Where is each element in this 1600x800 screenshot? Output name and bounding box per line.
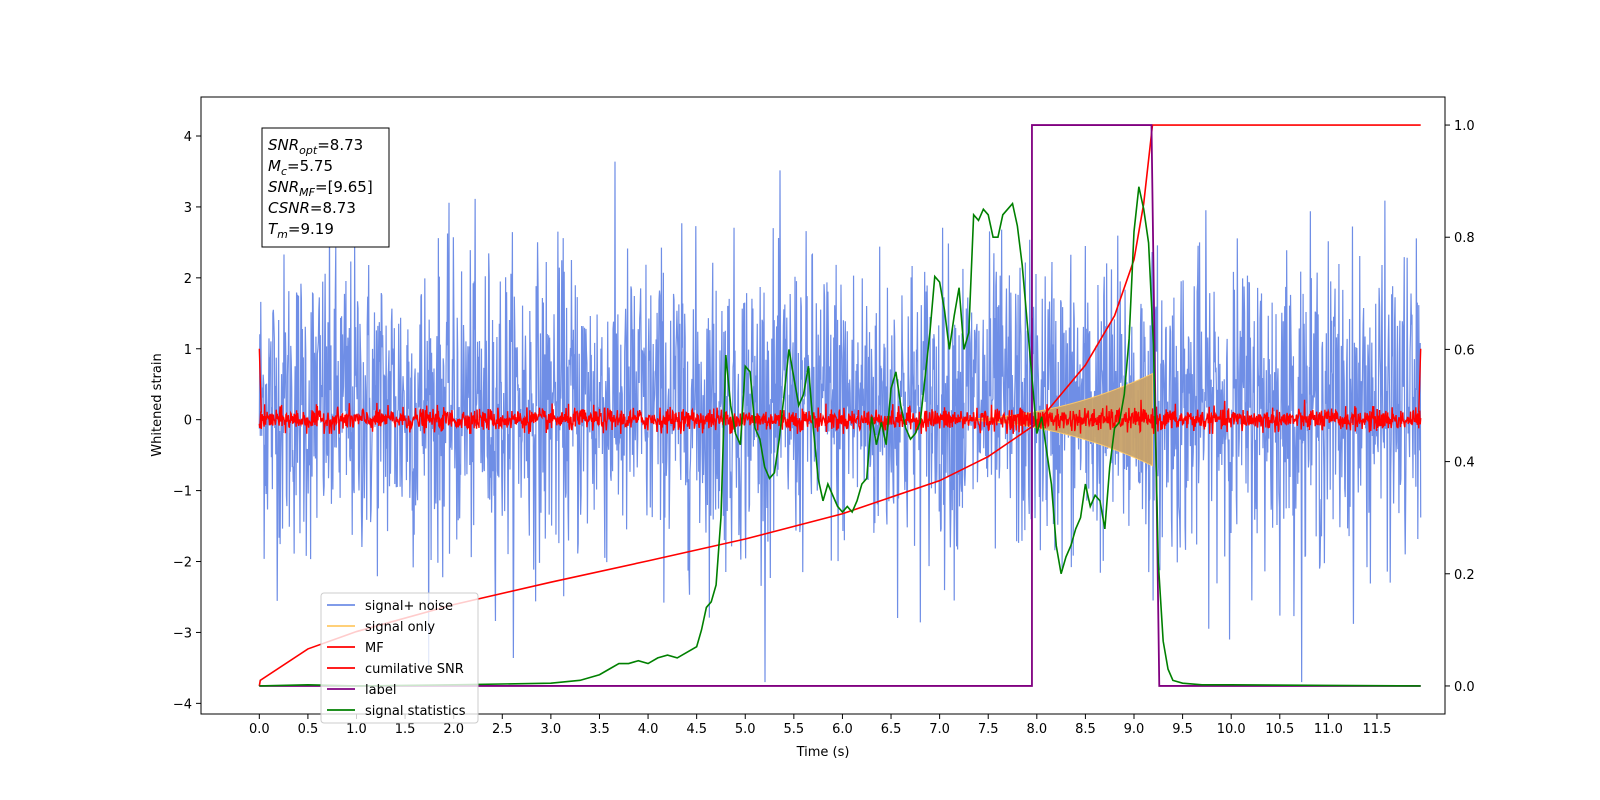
- x-axis-label: Time (s): [796, 745, 850, 760]
- legend-entry-label: signal statistics: [365, 704, 466, 719]
- x-tick-label: 7.0: [929, 722, 950, 737]
- y-tick-label: 0: [184, 414, 192, 429]
- y2-tick-label: 0.2: [1454, 568, 1475, 583]
- annotation-line: Mc=5.75: [268, 157, 333, 178]
- y2-tick-label: 1.0: [1454, 119, 1475, 134]
- y-tick-label: 1: [184, 343, 192, 358]
- x-tick-label: 5.0: [735, 722, 756, 737]
- y2-tick-label: 0.6: [1454, 343, 1475, 358]
- legend-entry-label: MF: [365, 641, 384, 656]
- y2-tick-label: 0.0: [1454, 680, 1475, 695]
- x-tick-label: 1.5: [395, 722, 416, 737]
- y-tick-label: 2: [184, 272, 192, 287]
- x-tick-label: 8.0: [1026, 722, 1047, 737]
- x-tick-label: 2.0: [443, 722, 464, 737]
- y-tick-label: −3: [173, 626, 192, 641]
- x-tick-label: 2.5: [492, 722, 513, 737]
- y2-tick-label: 0.8: [1454, 231, 1475, 246]
- series-label: [259, 124, 1421, 687]
- x-tick-label: 10.5: [1265, 722, 1294, 737]
- x-tick-label: 4.5: [686, 722, 707, 737]
- legend: signal+ noise signal only MF cumilative SNR…: [320, 592, 479, 724]
- y2-tick-label: 0.4: [1454, 456, 1475, 471]
- annotation-line: Tm=9.19: [268, 220, 334, 241]
- x-axis: 0.0 0.5 1.0 1.5 2.0 2.5 3.0 3.5 4.0 4.5 5.0 5.5 6.0 6…: [249, 714, 1391, 737]
- x-tick-label: 6.0: [832, 722, 853, 737]
- y-axis-label: Whitened strain: [150, 353, 165, 456]
- series-mf: [258, 399, 1422, 434]
- series-mf-end-edge: [1418, 348, 1422, 413]
- y-tick-label: −4: [173, 697, 192, 712]
- annotation-box-frame: [261, 127, 390, 248]
- x-tick-label: 11.5: [1362, 722, 1391, 737]
- annotation-line: SNRopt=8.73: [268, 136, 363, 157]
- x-tick-label: 6.5: [881, 722, 902, 737]
- x-tick-label: 7.5: [978, 722, 999, 737]
- x-tick-label: 1.0: [346, 722, 367, 737]
- y-axis-left: 4 3 2 1 0 −1 −2 −3 −4: [173, 130, 201, 712]
- y-tick-label: 4: [184, 130, 192, 145]
- legend-entry-label: signal+ noise: [365, 599, 453, 614]
- x-tick-label: 8.5: [1075, 722, 1096, 737]
- y-tick-label: −1: [173, 485, 192, 500]
- x-tick-label: 3.5: [589, 722, 610, 737]
- series-mf-start-edge: [258, 348, 262, 413]
- legend-entry-label: label: [365, 683, 396, 698]
- x-tick-label: 4.0: [638, 722, 659, 737]
- legend-frame: [320, 592, 479, 724]
- x-tick-label: 3.0: [541, 722, 562, 737]
- x-tick-label: 5.5: [784, 722, 805, 737]
- y-axis-right: 1.0 0.8 0.6 0.4 0.2 0.0: [1445, 119, 1475, 695]
- x-tick-label: 0.5: [298, 722, 319, 737]
- series-signal-noise: [258, 161, 1422, 683]
- series-signal-statistics: [259, 186, 1421, 687]
- annotation-line: CSNR=8.73: [268, 199, 356, 217]
- annotation-line: SNRMF=[9.65]: [268, 178, 373, 199]
- y-tick-label: −2: [173, 556, 192, 571]
- x-tick-label: 10.0: [1217, 722, 1246, 737]
- x-tick-label: 9.5: [1172, 722, 1193, 737]
- legend-entry-label: cumilative SNR: [365, 662, 464, 677]
- x-tick-label: 0.0: [249, 722, 270, 737]
- axes-frame: [200, 96, 1446, 715]
- x-tick-label: 11.0: [1314, 722, 1343, 737]
- x-tick-label: 9.0: [1124, 722, 1145, 737]
- y-tick-label: 3: [184, 201, 192, 216]
- legend-entry-label: signal only: [365, 620, 435, 635]
- plot-area: [258, 124, 1422, 687]
